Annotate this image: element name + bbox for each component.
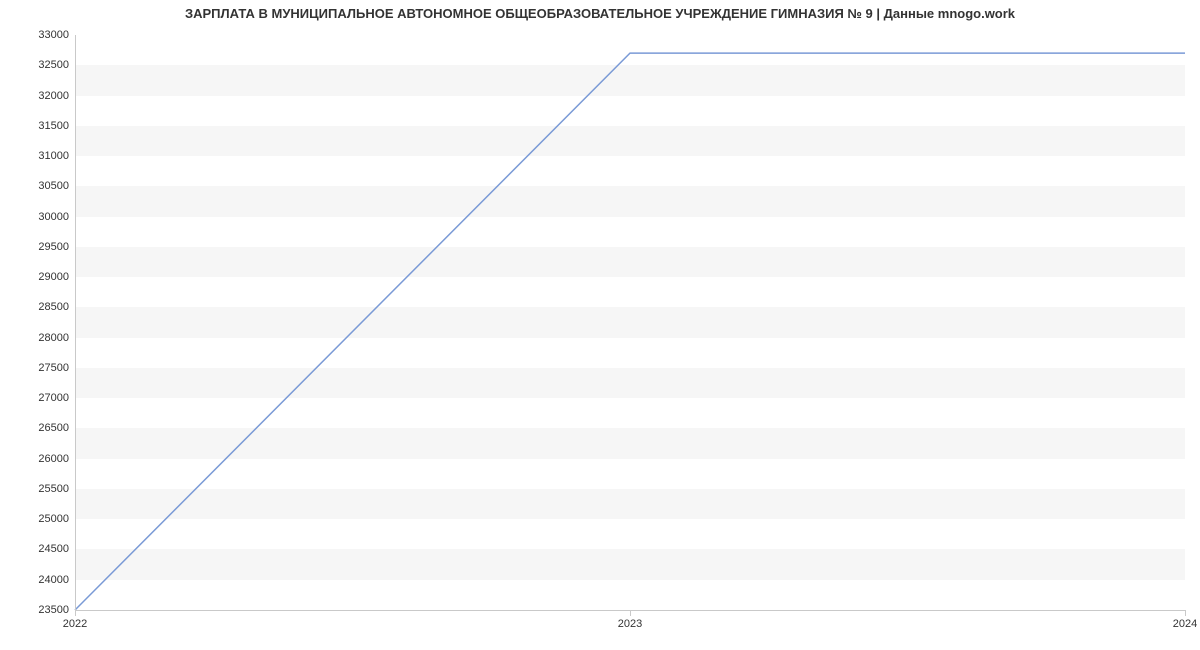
y-tick-label: 28500 xyxy=(38,301,75,313)
y-tick-label: 25500 xyxy=(38,483,75,495)
salary-line-chart: ЗАРПЛАТА В МУНИЦИПАЛЬНОЕ АВТОНОМНОЕ ОБЩЕ… xyxy=(0,0,1200,650)
x-tick-label: 2023 xyxy=(618,610,642,630)
y-tick-label: 32000 xyxy=(38,90,75,102)
y-axis-line xyxy=(75,35,76,610)
y-tick-label: 28000 xyxy=(38,332,75,344)
y-tick-label: 33000 xyxy=(38,29,75,41)
y-tick-label: 27500 xyxy=(38,362,75,374)
y-tick-label: 26000 xyxy=(38,453,75,465)
y-tick-label: 30500 xyxy=(38,180,75,192)
plot-area: 2350024000245002500025500260002650027000… xyxy=(75,35,1185,610)
line-series xyxy=(75,35,1185,610)
series-salary xyxy=(75,53,1185,610)
y-tick-label: 32500 xyxy=(38,59,75,71)
y-tick-label: 31500 xyxy=(38,120,75,132)
y-tick-label: 29000 xyxy=(38,271,75,283)
y-tick-label: 24500 xyxy=(38,543,75,555)
x-tick-label: 2024 xyxy=(1173,610,1197,630)
x-tick-label: 2022 xyxy=(63,610,87,630)
y-tick-label: 30000 xyxy=(38,211,75,223)
chart-title: ЗАРПЛАТА В МУНИЦИПАЛЬНОЕ АВТОНОМНОЕ ОБЩЕ… xyxy=(0,6,1200,21)
y-tick-label: 25000 xyxy=(38,513,75,525)
y-tick-label: 26500 xyxy=(38,422,75,434)
y-tick-label: 27000 xyxy=(38,392,75,404)
y-tick-label: 29500 xyxy=(38,241,75,253)
y-tick-label: 31000 xyxy=(38,150,75,162)
y-tick-label: 24000 xyxy=(38,574,75,586)
